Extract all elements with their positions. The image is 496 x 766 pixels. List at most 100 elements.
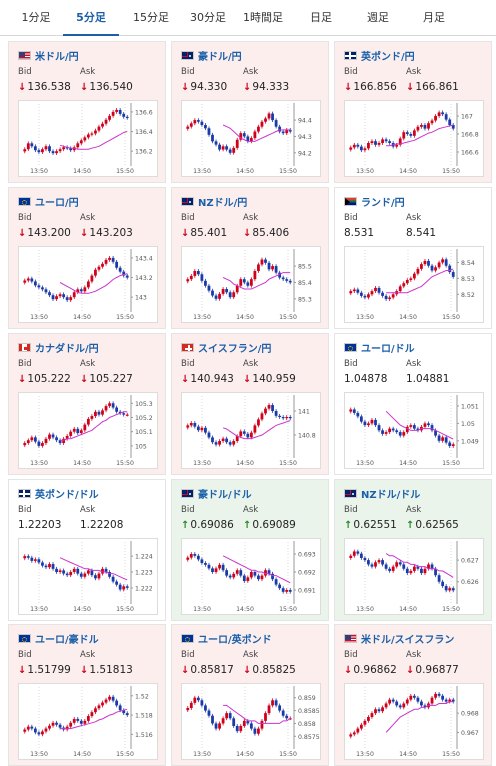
tab-5[interactable]: 日足 [310, 11, 332, 24]
mini-candlestick-chart[interactable]: 0.859 0.8585 0.858 0.8575 13:50 14:50 15:50 [181, 683, 321, 760]
candle-body [69, 431, 73, 436]
candle-body [267, 570, 271, 574]
tab-6[interactable]: 週足 [367, 11, 389, 24]
pair-name-link[interactable]: ユーロ/ドル [361, 344, 415, 355]
candle-body [33, 728, 37, 733]
x-tick-label: 13:50 [193, 460, 211, 467]
candle-body [434, 568, 437, 576]
y-tick-label: 105.2 [135, 415, 153, 422]
candle-body [253, 425, 257, 433]
pair-name-link[interactable]: 英ポンド/円 [361, 52, 415, 63]
candle-body [228, 575, 232, 578]
ask-number: 8.541 [406, 227, 437, 239]
candle-body [274, 120, 278, 127]
candle-body [207, 285, 211, 291]
mini-candlestick-chart[interactable]: 85.5 85.4 85.3 13:50 14:50 15:50 [181, 246, 321, 323]
rate-card[interactable]: スイスフラン/円 Bid Ask ↓140.943 ↓140.959 141 140.8 13… [171, 333, 329, 475]
pair-name-link[interactable]: NZドル/円 [198, 198, 248, 209]
candle-body [377, 560, 381, 563]
rate-card[interactable]: ランド/円 Bid Ask 8.531 8.541 8.54 8.53 8.52 13:50 14… [334, 187, 492, 329]
rate-card[interactable]: ユーロ/英ポンド Bid Ask ↓0.85817 ↓0.85825 0.859 0.858… [171, 624, 329, 766]
y-tick-label: 141 [298, 409, 310, 416]
pair-name-link[interactable]: ユーロ/英ポンド [198, 635, 272, 646]
rate-card[interactable]: カナダドル/円 Bid Ask ↓105.222 ↓105.227 105.3 105.2 1… [8, 333, 166, 475]
candle-body [111, 403, 115, 408]
pair-name-link[interactable]: ユーロ/円 [35, 198, 79, 209]
candle-body [122, 271, 126, 276]
candle-body [79, 573, 83, 577]
mini-candlestick-chart[interactable]: 136.6 136.4 136.2 13:50 14:50 15:50 [18, 100, 158, 177]
pair-name-link[interactable]: スイスフラン/円 [198, 344, 272, 355]
candle-body [211, 134, 214, 142]
rate-card[interactable]: 英ポンド/円 Bid Ask ↓166.856 ↓166.861 167 166.8 166.… [334, 41, 492, 183]
pair-name-link[interactable]: NZドル/ドル [361, 490, 421, 501]
pair-name-link[interactable]: カナダドル/円 [35, 344, 99, 355]
rate-card[interactable]: NZドル/ドル Bid Ask ↑0.62551 ↑0.62565 0.627 0.626 1… [334, 479, 492, 621]
tab-7[interactable]: 月足 [423, 11, 445, 24]
candle-body [395, 430, 399, 433]
candle-body [232, 292, 236, 298]
rate-card[interactable]: 米ドル/円 Bid Ask ↓136.538 ↓136.540 136.6 136.4 136… [8, 41, 166, 183]
candle-body [405, 699, 409, 704]
pair-name-link[interactable]: ランド/円 [361, 198, 405, 209]
candle-body [451, 125, 455, 129]
tab-0[interactable]: 1分足 [21, 11, 51, 24]
pair-name-link[interactable]: 米ドル/円 [35, 52, 79, 63]
candle-body [41, 149, 44, 153]
ask-number: 1.51813 [89, 664, 133, 676]
mini-candlestick-chart[interactable]: 1.52 1.518 1.516 13:50 14:50 15:50 [18, 683, 158, 760]
rate-card[interactable]: 英ポンド/ドル Bid Ask 1.22203 1.22208 1.224 1.223 1.2… [8, 479, 166, 621]
candle-body [260, 413, 264, 420]
pair-name-link[interactable]: 豪ドル/ドル [198, 490, 252, 501]
candle-body [51, 295, 55, 300]
candle-body [41, 287, 44, 290]
candle-body [444, 259, 448, 266]
mini-candlestick-chart[interactable]: 8.54 8.53 8.52 13:50 14:50 15:50 [344, 246, 484, 323]
rate-card[interactable]: ユーロ/豪ドル Bid Ask ↓1.51799 ↓1.51813 1.52 1.518 1.… [8, 624, 166, 766]
mini-candlestick-chart[interactable]: 1.051 1.05 1.049 13:50 14:50 15:50 [344, 392, 484, 469]
mini-candlestick-chart[interactable]: 0.968 0.967 13:50 14:50 15:50 [344, 683, 484, 760]
rate-card[interactable]: 豪ドル/ドル Bid Ask ↑0.69086 ↑0.69089 0.693 0.692 0.… [171, 479, 329, 621]
mini-candlestick-chart[interactable]: 105.3 105.2 105.1 105 13:50 14:50 15:50 [18, 392, 158, 469]
candle-body [367, 560, 370, 565]
y-tick-label: 8.54 [461, 260, 475, 267]
mini-candlestick-chart[interactable]: 1.224 1.223 1.222 13:50 14:50 15:50 [18, 538, 158, 615]
candle-body [94, 708, 97, 713]
arrow-up-icon: ↑ [181, 520, 190, 531]
candle-body [412, 130, 416, 136]
mini-candlestick-chart[interactable]: 167 166.8 166.6 13:50 14:50 15:50 [344, 100, 484, 177]
pair-name-link[interactable]: ユーロ/豪ドル [35, 635, 99, 646]
mini-candlestick-chart[interactable]: 143.4 143.2 143 13:50 14:50 15:50 [18, 246, 158, 323]
mini-candlestick-chart[interactable]: 0.627 0.626 13:50 14:50 15:50 [344, 538, 484, 615]
rate-card[interactable]: 米ドル/スイスフラン Bid Ask ↓0.96862 ↓0.96877 0.968 0.9… [334, 624, 492, 766]
tab-2[interactable]: 15分足 [133, 11, 169, 24]
candle-body [76, 718, 80, 721]
pair-name-link[interactable]: 英ポンド/ドル [35, 490, 99, 501]
pair-name-link[interactable]: 米ドル/スイスフラン [361, 635, 455, 646]
rate-card[interactable]: 豪ドル/円 Bid Ask ↓94.330 ↓94.333 94.4 94.3 94.2 13:… [171, 41, 329, 183]
y-tick-label: 94.4 [298, 118, 312, 125]
tab-1[interactable]: 5分足 [63, 0, 119, 36]
mini-candlestick-chart[interactable]: 94.4 94.3 94.2 13:50 14:50 15:50 [181, 100, 321, 177]
candle-body [218, 723, 221, 729]
y-tick-label: 105.3 [135, 401, 153, 408]
candle-body [76, 428, 80, 434]
candle-body [55, 722, 58, 725]
mini-candlestick-chart[interactable]: 0.693 0.692 0.691 13:50 14:50 15:50 [181, 538, 321, 615]
tab-3[interactable]: 30分足 [190, 11, 226, 24]
candle-body [30, 726, 34, 729]
candle-body [214, 442, 218, 445]
rate-card[interactable]: ユーロ/円 Bid Ask ↓143.200 ↓143.203 143.4 143.2 143… [8, 187, 166, 329]
candle-body [118, 705, 122, 711]
pair-name-link[interactable]: 豪ドル/円 [198, 52, 242, 63]
tab-4[interactable]: 1時間足 [243, 11, 283, 24]
rate-card[interactable]: ユーロ/ドル Bid Ask 1.04878 1.04881 1.051 1.05 1.049… [334, 333, 492, 475]
mini-candlestick-chart[interactable]: 141 140.8 13:50 14:50 15:50 [181, 392, 321, 469]
rate-card[interactable]: NZドル/円 Bid Ask ↓85.401 ↓85.406 85.5 85.4 85.3 13… [171, 187, 329, 329]
candle-body [264, 118, 267, 122]
candle-body [193, 120, 197, 124]
candle-body [288, 280, 292, 283]
y-tick-label: 85.4 [298, 280, 312, 287]
candle-body [94, 411, 97, 417]
candle-body [104, 406, 108, 411]
